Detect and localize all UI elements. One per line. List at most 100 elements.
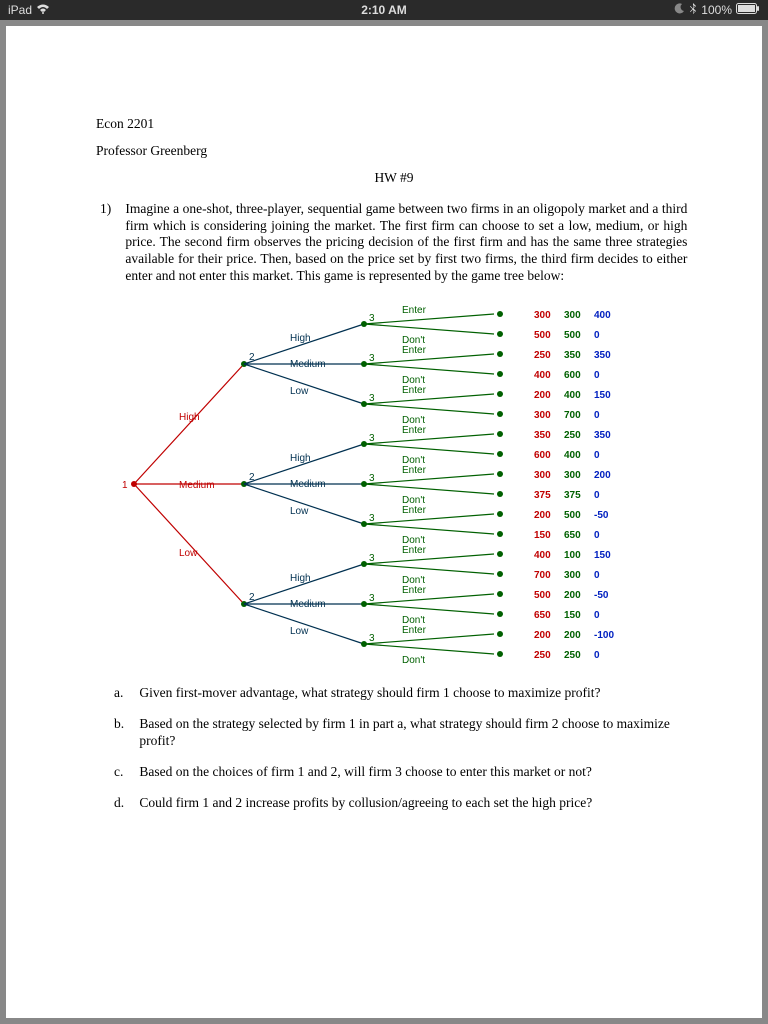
svg-text:250: 250: [534, 650, 551, 661]
svg-text:Enter: Enter: [402, 545, 427, 556]
svg-text:150: 150: [534, 530, 551, 541]
svg-text:0: 0: [594, 610, 600, 621]
svg-text:-50: -50: [594, 510, 609, 521]
svg-text:0: 0: [594, 650, 600, 661]
svg-text:Low: Low: [290, 386, 309, 397]
sub-b-text: Based on the strategy selected by firm 1…: [139, 716, 691, 750]
device-label: iPad: [8, 3, 32, 17]
svg-text:High: High: [179, 412, 200, 423]
svg-text:200: 200: [594, 470, 611, 481]
svg-text:Medium: Medium: [290, 599, 326, 610]
svg-text:High: High: [290, 573, 311, 584]
svg-text:Enter: Enter: [402, 625, 427, 636]
svg-text:0: 0: [594, 570, 600, 581]
svg-text:650: 650: [564, 530, 581, 541]
wifi-icon: [36, 3, 50, 17]
svg-text:100: 100: [564, 550, 581, 561]
svg-text:400: 400: [564, 390, 581, 401]
svg-text:Medium: Medium: [290, 359, 326, 370]
svg-text:Enter: Enter: [402, 305, 427, 316]
svg-text:Enter: Enter: [402, 585, 427, 596]
svg-text:200: 200: [564, 630, 581, 641]
svg-text:High: High: [290, 333, 311, 344]
sub-d-label: d.: [114, 795, 136, 812]
svg-text:200: 200: [564, 590, 581, 601]
status-time: 2:10 AM: [361, 3, 407, 17]
svg-text:375: 375: [534, 490, 551, 501]
game-tree: 1High2High3Enter300300400Don't5005000Med…: [96, 297, 692, 671]
svg-text:600: 600: [534, 450, 551, 461]
svg-text:Enter: Enter: [402, 465, 427, 476]
svg-text:200: 200: [534, 390, 551, 401]
svg-text:3: 3: [369, 393, 375, 404]
svg-text:700: 700: [534, 570, 551, 581]
svg-text:200: 200: [534, 510, 551, 521]
svg-text:Enter: Enter: [402, 505, 427, 516]
svg-text:150: 150: [594, 390, 611, 401]
svg-text:250: 250: [564, 650, 581, 661]
svg-text:-50: -50: [594, 590, 609, 601]
svg-text:1: 1: [122, 480, 128, 491]
svg-text:-100: -100: [594, 630, 614, 641]
subquestion-b: b. Based on the strategy selected by fir…: [114, 716, 692, 750]
sub-d-text: Could firm 1 and 2 increase profits by c…: [139, 795, 691, 812]
svg-text:0: 0: [594, 530, 600, 541]
svg-text:Enter: Enter: [402, 425, 427, 436]
svg-text:200: 200: [534, 630, 551, 641]
battery-icon: [736, 3, 760, 17]
svg-text:400: 400: [534, 550, 551, 561]
svg-text:300: 300: [564, 570, 581, 581]
svg-text:3: 3: [369, 353, 375, 364]
svg-text:0: 0: [594, 490, 600, 501]
svg-text:300: 300: [564, 470, 581, 481]
question-number: 1): [100, 201, 122, 218]
sub-c-label: c.: [114, 764, 136, 781]
sub-c-text: Based on the choices of firm 1 and 2, wi…: [139, 764, 691, 781]
svg-text:150: 150: [564, 610, 581, 621]
course-code: Econ 2201: [96, 116, 692, 133]
svg-text:0: 0: [594, 330, 600, 341]
svg-text:350: 350: [534, 430, 551, 441]
subquestion-c: c. Based on the choices of firm 1 and 2,…: [114, 764, 692, 781]
svg-text:3: 3: [369, 593, 375, 604]
question-1: 1) Imagine a one-shot, three-player, seq…: [100, 201, 692, 285]
question-text: Imagine a one-shot, three-player, sequen…: [125, 201, 687, 285]
ipad-status-bar: iPad 2:10 AM 100%: [0, 0, 768, 20]
moon-icon: [674, 3, 685, 17]
svg-text:500: 500: [564, 330, 581, 341]
svg-text:500: 500: [564, 510, 581, 521]
bluetooth-icon: [689, 3, 697, 18]
sub-a-text: Given first-mover advantage, what strate…: [139, 685, 691, 702]
svg-text:High: High: [290, 453, 311, 464]
page-background: Econ 2201 Professor Greenberg HW #9 1) I…: [0, 20, 768, 1024]
svg-text:150: 150: [594, 550, 611, 561]
svg-text:650: 650: [534, 610, 551, 621]
game-tree-svg: 1High2High3Enter300300400Don't5005000Med…: [114, 297, 674, 671]
svg-text:600: 600: [564, 370, 581, 381]
svg-text:3: 3: [369, 313, 375, 324]
svg-text:0: 0: [594, 370, 600, 381]
svg-text:Medium: Medium: [179, 480, 215, 491]
svg-text:350: 350: [594, 350, 611, 361]
svg-text:250: 250: [534, 350, 551, 361]
professor-name: Professor Greenberg: [96, 143, 692, 160]
subquestion-a: a. Given first-mover advantage, what str…: [114, 685, 692, 702]
svg-text:350: 350: [564, 350, 581, 361]
svg-text:400: 400: [534, 370, 551, 381]
battery-pct: 100%: [701, 3, 732, 17]
svg-text:400: 400: [564, 450, 581, 461]
svg-text:Don't: Don't: [402, 655, 425, 666]
svg-text:3: 3: [369, 473, 375, 484]
svg-text:0: 0: [594, 450, 600, 461]
svg-text:500: 500: [534, 330, 551, 341]
svg-text:Low: Low: [290, 506, 309, 517]
svg-text:500: 500: [534, 590, 551, 601]
svg-text:Enter: Enter: [402, 345, 427, 356]
svg-text:300: 300: [534, 410, 551, 421]
svg-text:300: 300: [534, 470, 551, 481]
svg-text:375: 375: [564, 490, 581, 501]
sub-a-label: a.: [114, 685, 136, 702]
svg-text:300: 300: [564, 310, 581, 321]
subquestion-d: d. Could firm 1 and 2 increase profits b…: [114, 795, 692, 812]
svg-text:700: 700: [564, 410, 581, 421]
